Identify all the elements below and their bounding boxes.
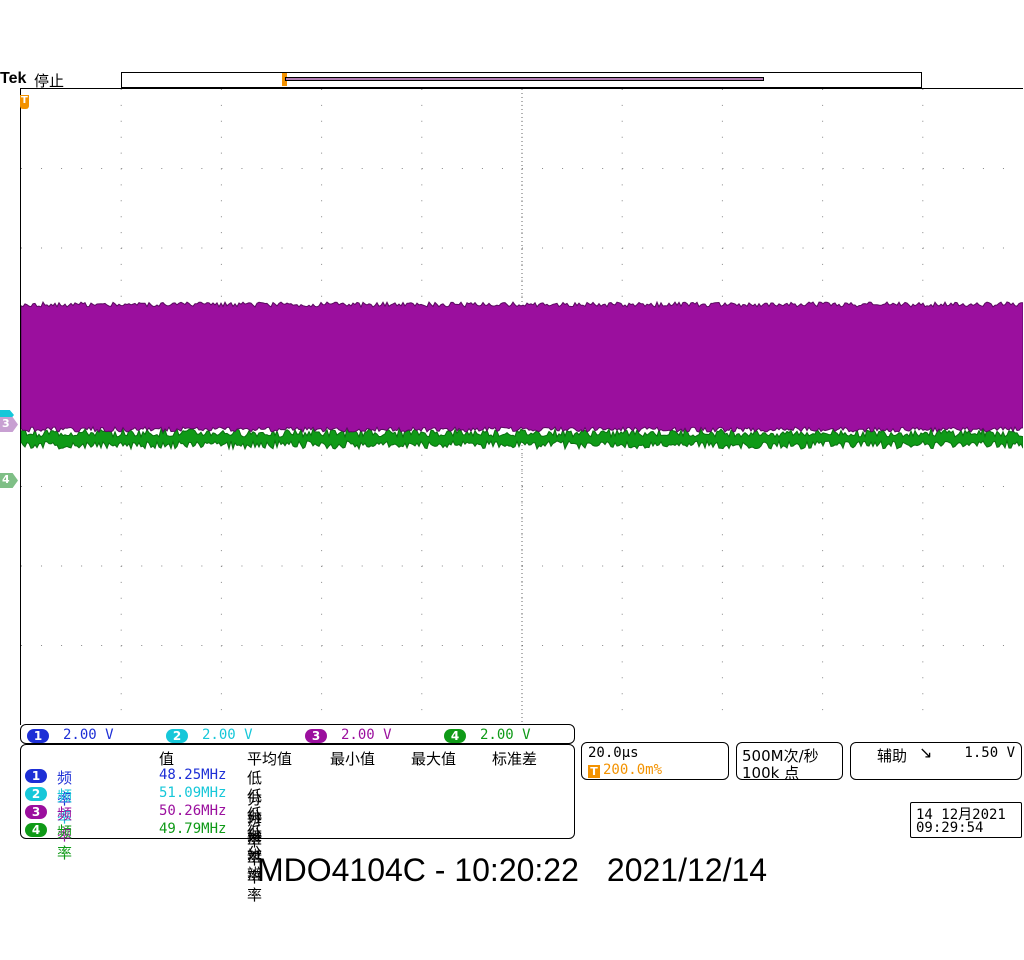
ch2-scale[interactable]: 2 2.00 V <box>166 727 253 743</box>
table-row: 4 频率 49.79MHz 低分辨率 <box>25 821 262 904</box>
row-channel-badge: 2 <box>25 787 47 801</box>
record-display-window[interactable] <box>285 77 764 81</box>
row-label: 频率 <box>57 787 73 826</box>
ch3-ground-marker[interactable]: 3 <box>0 417 18 432</box>
row-channel-badge: 3 <box>25 805 47 819</box>
row-mean: 低分辨率 <box>247 769 263 850</box>
ch3-scale[interactable]: 3 2.00 V <box>305 727 392 743</box>
record-length: 100k 点 <box>742 764 800 782</box>
trigger-position-marker[interactable]: T <box>20 95 29 109</box>
row-mean: 低分辨率 <box>247 805 263 886</box>
time-value: 09:29:54 <box>916 820 984 836</box>
ch2-scale-value: 2.00 V <box>202 727 253 743</box>
ch3-badge: 3 <box>305 729 327 743</box>
channel-scale-readout: 1 2.00 V 2 2.00 V 3 2.00 V 4 2.00 V <box>20 724 575 744</box>
header-min: 最小值 <box>330 750 376 768</box>
caption-model: MDO4104C - 10:20:22 <box>256 852 579 888</box>
row-value: 48.25MHz <box>159 767 227 783</box>
falling-edge-icon: ↘ <box>919 743 933 762</box>
row-mean: 低分辨率 <box>247 823 263 904</box>
header-std: 标准差 <box>492 750 538 768</box>
row-label: 频率 <box>57 769 73 808</box>
acquisition-readout[interactable]: 500M次/秒 100k 点 <box>736 742 843 782</box>
waveform-display[interactable] <box>20 88 1023 725</box>
trigger-chip: T <box>588 765 600 778</box>
datetime-readout: 14 12月2021 09:29:54 <box>910 802 1022 838</box>
row-channel-badge: 4 <box>25 823 47 837</box>
ch3-scale-value: 2.00 V <box>341 727 392 743</box>
ch1-scale[interactable]: 1 2.00 V <box>27 727 114 743</box>
sample-rate: 500M次/秒 <box>742 747 819 765</box>
record-trigger-marker <box>282 73 287 86</box>
ch2-ground-marker[interactable] <box>0 410 14 420</box>
header-value: 值 <box>159 750 175 768</box>
row-label: 频率 <box>57 805 73 844</box>
row-value: 50.26MHz <box>159 803 227 819</box>
horizontal-position: T 200.0m% <box>588 762 662 778</box>
header-mean: 平均值 <box>247 750 293 768</box>
trigger-source: 辅助 <box>877 747 908 765</box>
ch4-scale[interactable]: 4 2.00 V <box>444 727 531 743</box>
measurement-table[interactable]: 值 平均值 最小值 最大值 标准差 1 频率 48.25MHz 低分辨率 2 频… <box>20 744 575 904</box>
screenshot-caption: MDO4104C - 10:20:22 2021/12/14 <box>0 852 1024 889</box>
table-row: 2 频率 51.09MHz 低分辨率 <box>25 785 262 868</box>
row-mean: 低分辨率 <box>247 787 263 868</box>
ch2-badge: 2 <box>166 729 188 743</box>
ch4-badge: 4 <box>444 729 466 743</box>
brand-logo: Tek <box>0 70 27 87</box>
table-row: 1 频率 48.25MHz 低分辨率 <box>25 767 262 850</box>
horizontal-scale: 20.0µs <box>588 745 639 761</box>
header-max: 最大值 <box>411 750 457 768</box>
row-value: 51.09MHz <box>159 785 227 801</box>
ch4-ground-marker[interactable]: 4 <box>0 473 18 488</box>
run-stop-status[interactable]: 停止 <box>34 72 65 90</box>
record-view-bar[interactable] <box>121 72 922 88</box>
caption-date: 2021/12/14 <box>606 852 768 888</box>
ch1-scale-value: 2.00 V <box>63 727 114 743</box>
row-label: 频率 <box>57 823 73 862</box>
ch4-scale-value: 2.00 V <box>480 727 531 743</box>
row-channel-badge: 1 <box>25 769 47 783</box>
trigger-readout[interactable]: 辅助 ↘ 1.50 V <box>850 742 1022 780</box>
row-value: 49.79MHz <box>159 821 227 837</box>
timebase-readout[interactable]: 20.0µs T 200.0m% <box>581 742 729 780</box>
ch1-badge: 1 <box>27 729 49 743</box>
ch3-trace <box>21 300 1023 433</box>
waveform-traces <box>21 300 1023 451</box>
trigger-level: 1.50 V <box>964 745 1015 761</box>
date-value: 14 12月2021 <box>916 807 1006 823</box>
table-row: 3 频率 50.26MHz 低分辨率 <box>25 803 262 886</box>
